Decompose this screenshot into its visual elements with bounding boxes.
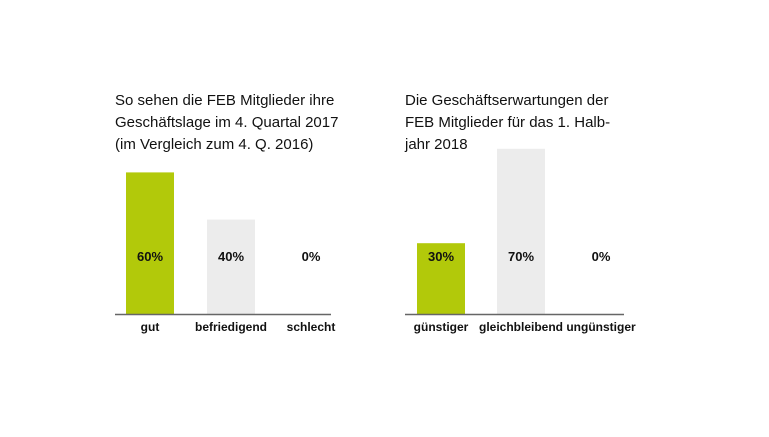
chart-title-right: Die Geschäftserwartungen der FEB Mitglie…: [405, 92, 611, 153]
category-label: schlecht: [287, 320, 336, 334]
bar-günstiger: [417, 243, 465, 314]
chart-title-left: So sehen die FEB Mitglieder ihre Geschäf…: [115, 92, 339, 153]
bar-gleichbleibend: [497, 148, 545, 314]
value-label: 60%: [137, 249, 163, 264]
value-label: 30%: [428, 249, 454, 264]
category-label: gut: [141, 320, 160, 334]
category-label: befriedigend: [195, 320, 267, 334]
value-label: 0%: [302, 249, 321, 264]
category-label: günstiger: [414, 320, 469, 334]
value-label: 40%: [218, 249, 244, 264]
bar-gut: [126, 172, 174, 314]
value-label: 0%: [592, 249, 611, 264]
category-label: ungünstiger: [566, 320, 636, 334]
category-label: gleichbleibend: [479, 320, 563, 334]
value-label: 70%: [508, 249, 534, 264]
bar-befriedigend: [207, 219, 255, 314]
